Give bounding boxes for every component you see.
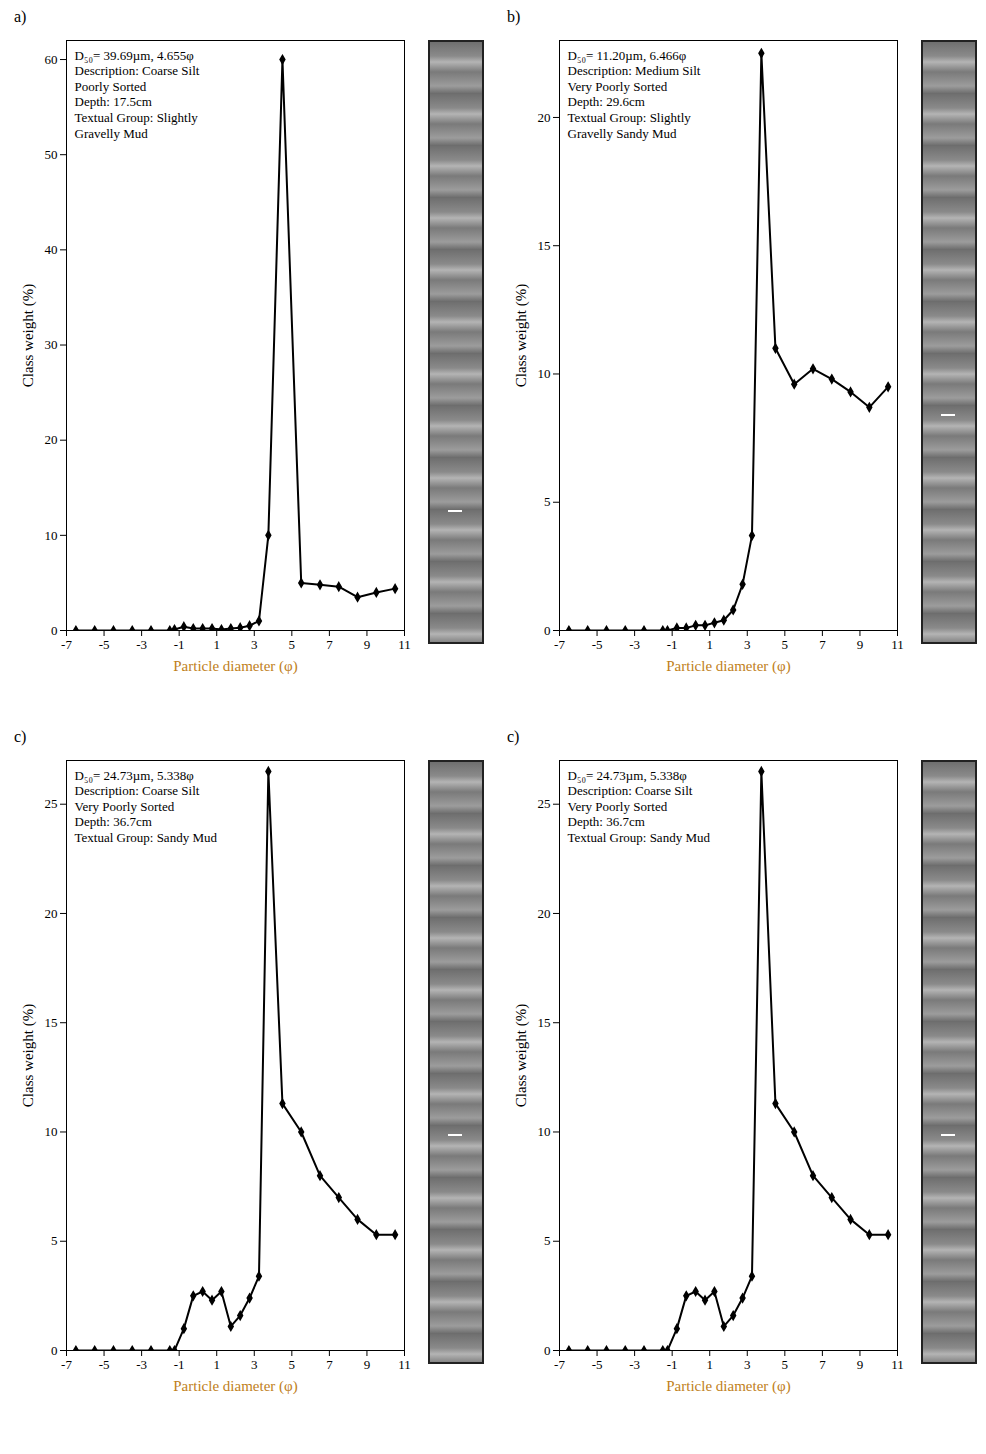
svg-text:15: 15 (538, 1015, 551, 1030)
svg-text:Class weight (%): Class weight (%) (513, 1004, 530, 1107)
svg-text:-5: -5 (99, 1357, 110, 1372)
svg-text:10: 10 (45, 1124, 58, 1139)
svg-text:3: 3 (251, 637, 258, 652)
svg-text:1: 1 (213, 637, 220, 652)
svg-text:-3: -3 (629, 637, 640, 652)
svg-text:Particle diameter (φ): Particle diameter (φ) (666, 658, 790, 675)
svg-text:25: 25 (45, 796, 58, 811)
html-text:b): b) (507, 8, 521, 25)
svg-text:D₅₀= 39.69µm, 4.655φDescriptio: D₅₀= 39.69µm, 4.655φDescription: Coarse … (75, 48, 200, 141)
svg-text:20: 20 (538, 906, 551, 921)
svg-text:-5: -5 (592, 637, 603, 652)
svg-text:1: 1 (706, 637, 713, 652)
svg-text:Particle diameter (φ): Particle diameter (φ) (173, 658, 297, 675)
svg-text:3: 3 (744, 637, 751, 652)
svg-text:40: 40 (45, 242, 58, 257)
svg-text:30: 30 (45, 337, 58, 352)
svg-text:10: 10 (538, 366, 551, 381)
svg-text:3: 3 (251, 1357, 258, 1372)
svg-text:-7: -7 (554, 637, 565, 652)
svg-text:11: 11 (891, 1357, 904, 1372)
svg-text:25: 25 (538, 796, 551, 811)
html-text:c): c) (507, 728, 520, 745)
svg-text:Particle diameter (φ): Particle diameter (φ) (173, 1378, 297, 1395)
svg-text:1: 1 (213, 1357, 220, 1372)
svg-text:D₅₀= 24.73µm, 5.338φDescriptio: D₅₀= 24.73µm, 5.338φDescription: Coarse … (75, 768, 218, 845)
svg-text:7: 7 (819, 1357, 826, 1372)
svg-text:0: 0 (51, 623, 58, 638)
svg-text:20: 20 (538, 110, 551, 125)
svg-text:0: 0 (544, 1343, 551, 1358)
svg-text:9: 9 (857, 1357, 864, 1372)
svg-text:11: 11 (398, 637, 411, 652)
svg-text:-7: -7 (61, 1357, 72, 1372)
svg-text:Particle diameter (φ): Particle diameter (φ) (666, 1378, 790, 1395)
svg-text:0: 0 (544, 623, 551, 638)
svg-text:5: 5 (289, 637, 296, 652)
svg-text:10: 10 (538, 1124, 551, 1139)
svg-text:60: 60 (45, 52, 58, 67)
svg-text:-5: -5 (99, 637, 110, 652)
svg-text:5: 5 (544, 1233, 551, 1248)
svg-text:15: 15 (45, 1015, 58, 1030)
svg-text:50: 50 (45, 147, 58, 162)
svg-text:7: 7 (326, 1357, 333, 1372)
html-text:a): a) (14, 8, 27, 25)
svg-text:D₅₀= 11.20µm, 6.466φDescriptio: D₅₀= 11.20µm, 6.466φDescription: Medium … (568, 48, 701, 141)
svg-text:20: 20 (45, 906, 58, 921)
svg-text:11: 11 (398, 1357, 411, 1372)
svg-text:-3: -3 (136, 637, 147, 652)
svg-text:11: 11 (891, 637, 904, 652)
svg-text:-1: -1 (174, 1357, 185, 1372)
svg-text:-1: -1 (667, 1357, 678, 1372)
svg-text:-1: -1 (174, 637, 185, 652)
svg-text:7: 7 (819, 637, 826, 652)
svg-text:9: 9 (857, 637, 864, 652)
svg-text:-3: -3 (136, 1357, 147, 1372)
svg-text:1: 1 (706, 1357, 713, 1372)
svg-text:9: 9 (364, 1357, 371, 1372)
svg-text:20: 20 (45, 432, 58, 447)
svg-text:5: 5 (782, 1357, 789, 1372)
svg-text:3: 3 (744, 1357, 751, 1372)
html-text:c): c) (14, 728, 27, 745)
svg-text:0: 0 (51, 1343, 58, 1358)
svg-text:-7: -7 (554, 1357, 565, 1372)
svg-text:-7: -7 (61, 637, 72, 652)
svg-text:5: 5 (289, 1357, 296, 1372)
svg-text:7: 7 (326, 637, 333, 652)
svg-text:9: 9 (364, 637, 371, 652)
svg-text:-3: -3 (629, 1357, 640, 1372)
svg-text:5: 5 (782, 637, 789, 652)
svg-text:5: 5 (51, 1233, 58, 1248)
svg-text:Class weight (%): Class weight (%) (20, 284, 37, 387)
svg-text:D₅₀= 24.73µm, 5.338φDescriptio: D₅₀= 24.73µm, 5.338φDescription: Coarse … (568, 768, 711, 845)
svg-text:Class weight (%): Class weight (%) (513, 284, 530, 387)
svg-text:5: 5 (544, 494, 551, 509)
svg-text:Class weight (%): Class weight (%) (20, 1004, 37, 1107)
svg-text:10: 10 (45, 527, 58, 542)
svg-text:-5: -5 (592, 1357, 603, 1372)
svg-text:15: 15 (538, 238, 551, 253)
svg-text:-1: -1 (667, 637, 678, 652)
